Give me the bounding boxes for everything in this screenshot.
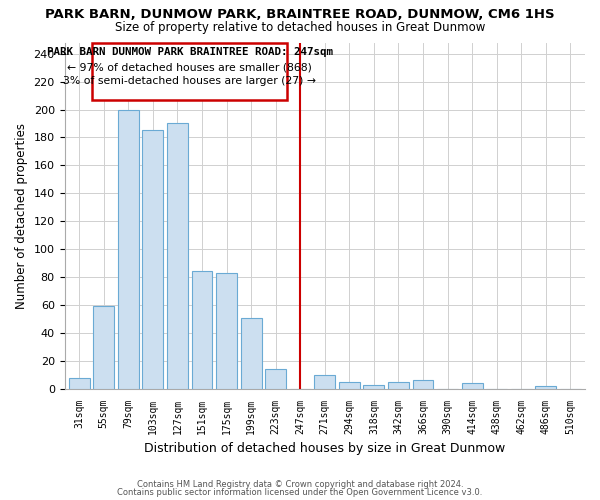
FancyBboxPatch shape (92, 42, 287, 100)
X-axis label: Distribution of detached houses by size in Great Dunmow: Distribution of detached houses by size … (144, 442, 505, 455)
Bar (339, 382, 360, 388)
Bar (535, 386, 556, 388)
Bar (364, 384, 384, 388)
Bar (167, 124, 188, 388)
Bar (265, 369, 286, 388)
Text: PARK BARN DUNMOW PARK BRAINTREE ROAD: 247sqm: PARK BARN DUNMOW PARK BRAINTREE ROAD: 24… (47, 46, 333, 56)
Bar (314, 374, 335, 388)
Bar (388, 382, 409, 388)
Bar (69, 378, 89, 388)
Bar (461, 383, 482, 388)
Bar (118, 110, 139, 388)
Bar (142, 130, 163, 388)
Text: Contains public sector information licensed under the Open Government Licence v3: Contains public sector information licen… (118, 488, 482, 497)
Text: ← 97% of detached houses are smaller (868): ← 97% of detached houses are smaller (86… (67, 62, 312, 72)
Text: Contains HM Land Registry data © Crown copyright and database right 2024.: Contains HM Land Registry data © Crown c… (137, 480, 463, 489)
Bar (191, 272, 212, 388)
Bar (94, 306, 114, 388)
Bar (413, 380, 433, 388)
Text: Size of property relative to detached houses in Great Dunmow: Size of property relative to detached ho… (115, 21, 485, 34)
Text: 3% of semi-detached houses are larger (27) →: 3% of semi-detached houses are larger (2… (63, 76, 316, 86)
Bar (241, 318, 262, 388)
Text: PARK BARN, DUNMOW PARK, BRAINTREE ROAD, DUNMOW, CM6 1HS: PARK BARN, DUNMOW PARK, BRAINTREE ROAD, … (45, 8, 555, 20)
Y-axis label: Number of detached properties: Number of detached properties (15, 122, 28, 308)
Bar (216, 273, 237, 388)
